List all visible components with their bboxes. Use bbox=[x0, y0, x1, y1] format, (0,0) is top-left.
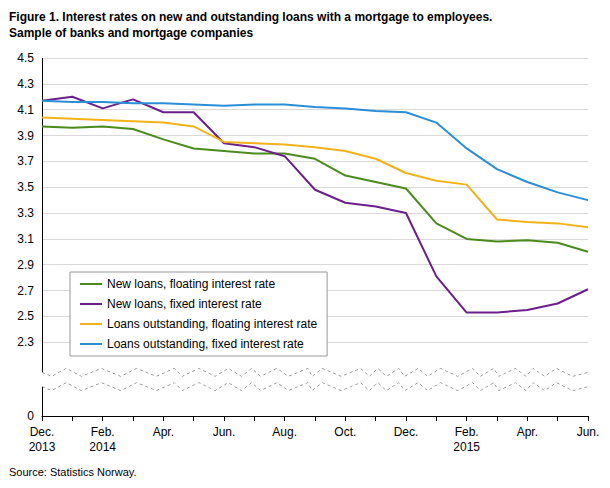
svg-text:2.7: 2.7 bbox=[17, 284, 34, 298]
svg-text:Aug.: Aug. bbox=[272, 425, 297, 439]
svg-text:Apr.: Apr. bbox=[517, 425, 538, 439]
svg-text:Jun.: Jun. bbox=[577, 425, 600, 439]
svg-text:New loans, fixed interest rate: New loans, fixed interest rate bbox=[107, 297, 262, 311]
svg-text:3.7: 3.7 bbox=[17, 154, 34, 168]
svg-text:0: 0 bbox=[27, 409, 34, 423]
svg-text:4.5: 4.5 bbox=[17, 51, 34, 65]
svg-text:3.3: 3.3 bbox=[17, 206, 34, 220]
svg-text:Sample of banks and mortgage c: Sample of banks and mortgage companies bbox=[9, 26, 253, 40]
svg-text:Loans outstanding, fixed inter: Loans outstanding, fixed interest rate bbox=[107, 337, 304, 351]
svg-text:2.3: 2.3 bbox=[17, 335, 34, 349]
svg-text:4.3: 4.3 bbox=[17, 77, 34, 91]
svg-text:Apr.: Apr. bbox=[153, 425, 174, 439]
svg-text:Loans outstanding, floating in: Loans outstanding, floating interest rat… bbox=[107, 317, 317, 331]
svg-text:2015: 2015 bbox=[453, 440, 480, 454]
svg-text:Dec.: Dec. bbox=[30, 425, 55, 439]
svg-text:Feb.: Feb. bbox=[455, 425, 479, 439]
svg-text:3.9: 3.9 bbox=[17, 129, 34, 143]
svg-text:Dec.: Dec. bbox=[394, 425, 419, 439]
svg-text:3.1: 3.1 bbox=[17, 232, 34, 246]
svg-text:Figure 1. Interest rates on ne: Figure 1. Interest rates on new and outs… bbox=[9, 10, 492, 24]
svg-text:4.1: 4.1 bbox=[17, 103, 34, 117]
svg-text:Oct.: Oct. bbox=[334, 425, 356, 439]
svg-text:2013: 2013 bbox=[29, 440, 56, 454]
svg-text:2.9: 2.9 bbox=[17, 258, 34, 272]
svg-text:2.5: 2.5 bbox=[17, 309, 34, 323]
svg-text:Source: Statistics Norway.: Source: Statistics Norway. bbox=[9, 466, 137, 478]
svg-text:3.5: 3.5 bbox=[17, 180, 34, 194]
svg-text:Feb.: Feb. bbox=[91, 425, 115, 439]
svg-text:2014: 2014 bbox=[89, 440, 116, 454]
svg-text:New loans, floating interest r: New loans, floating interest rate bbox=[107, 277, 275, 291]
svg-text:Jun.: Jun. bbox=[213, 425, 236, 439]
